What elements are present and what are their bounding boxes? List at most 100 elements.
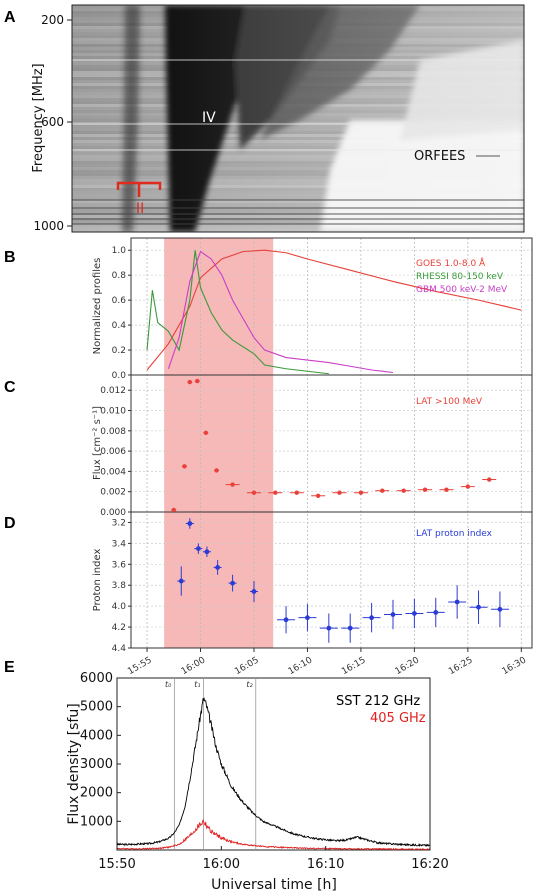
proton-index-point — [390, 612, 396, 617]
proton-index-point — [433, 610, 439, 615]
grid-lines — [131, 238, 532, 649]
y-tick-label: 4.2 — [112, 623, 126, 633]
flux-series-0 — [117, 697, 430, 847]
x-tick-label: 16:20 — [411, 857, 448, 872]
proton-index-point — [497, 606, 503, 612]
x-tick-label: 16:30 — [501, 655, 529, 677]
y-tick-label: 4000 — [80, 728, 113, 743]
series-line-1 — [146, 250, 329, 375]
y-tick-label: 0.006 — [100, 447, 126, 457]
panel-e-y-label: Flux density [sfu] — [66, 703, 82, 824]
proton-index-point — [230, 580, 235, 586]
legend-rhessi: RHESSI 80-150 keV — [416, 272, 504, 282]
panel-letter-d: D — [4, 515, 16, 532]
proton-index-point — [283, 617, 289, 623]
legend-sst212: SST 212 GHz — [336, 694, 420, 709]
proton-index-point — [369, 615, 374, 621]
x-tick-label: 16:00 — [180, 655, 208, 677]
axis-ticks: 0.0 0.2 0.4 0.6 0.8 1.0 0.000 0.002 0.004 0.006 0.… — [100, 246, 528, 677]
x-tick-label: 16:10 — [287, 655, 315, 677]
proton-index-point — [305, 615, 310, 621]
flux-series-1 — [117, 819, 430, 850]
panel-letter-e: E — [4, 659, 15, 676]
y-tick-label: 0.012 — [100, 386, 126, 396]
x-tick-label: 16:00 — [203, 857, 240, 872]
spectrogram-rfi-lines — [72, 59, 524, 225]
y-tick-label: 1000 — [33, 219, 64, 233]
proton-index-point — [178, 578, 184, 584]
proton-index-point — [215, 565, 221, 570]
time-marker-label: t₂ — [246, 680, 253, 689]
burst-ii-label: II — [136, 201, 144, 217]
y-tick-label: 0.002 — [100, 488, 126, 498]
panel-e-ticks: 1000 2000 3000 4000 5000 6000 15:50 16:00 16:10 1… — [80, 671, 449, 872]
legend-lat-flux: LAT >100 MeV — [416, 397, 483, 407]
y-tick-label: 0.2 — [112, 346, 126, 356]
spectrogram-y-ticks: 200 600 1000 — [33, 13, 72, 233]
lat-flux-point — [214, 468, 219, 473]
flux-density-panel: 1000 2000 3000 4000 5000 6000 15:50 16:00 16:10 1… — [66, 671, 449, 893]
lat-flux-point — [195, 378, 200, 384]
y-tick-label: 3000 — [80, 757, 113, 772]
proton-index-point — [411, 611, 417, 616]
lat-flux-point — [203, 430, 209, 436]
lat-flux-point — [465, 484, 471, 489]
y-tick-label: 0.010 — [100, 407, 126, 417]
y-tick-label: 1.0 — [112, 246, 127, 256]
lat-flux-point — [251, 490, 257, 495]
y-tick-label: 5000 — [80, 700, 113, 715]
proton-index-point — [187, 521, 193, 526]
panel-b-y-label: Normalized profiles — [92, 258, 103, 355]
time-marker-label: t₀ — [165, 680, 172, 689]
y-tick-label: 4.4 — [112, 644, 127, 654]
spectrogram-panel: Frequency [MHz] 200 600 1000 IV ORFEES II — [31, 4, 525, 233]
y-tick-label: 3.2 — [112, 518, 126, 528]
panel-letter-a: A — [4, 9, 16, 26]
y-tick-label: 0.004 — [100, 467, 126, 477]
y-tick-label: 3.8 — [112, 581, 127, 591]
lat-flux-point — [230, 482, 235, 487]
y-tick-label: 0.4 — [112, 321, 127, 331]
spectrogram-y-label: Frequency [MHz] — [31, 63, 46, 172]
x-tick-label: 16:05 — [233, 655, 260, 677]
series-line-2 — [167, 250, 394, 374]
y-tick-label: 6000 — [80, 671, 113, 686]
y-tick-label: 4.0 — [112, 602, 127, 612]
panel-letter-b: B — [4, 249, 16, 266]
y-tick-label: 1000 — [80, 814, 113, 829]
lat-flux-point — [422, 487, 428, 492]
lat-flux-point — [487, 477, 492, 482]
legend-405: 405 GHz — [370, 711, 426, 726]
instrument-label: ORFEES — [414, 149, 465, 164]
lat-flux-point — [187, 379, 193, 385]
burst-iv-label: IV — [202, 110, 216, 126]
panel-e-frame — [116, 677, 431, 851]
panel-c-series — [171, 378, 497, 512]
proton-index-point — [476, 604, 481, 610]
proton-index-point — [195, 546, 201, 552]
proton-index-point — [251, 589, 257, 594]
y-tick-label: 0.000 — [100, 508, 126, 518]
legend-goes: GOES 1.0-8.0 Å — [416, 257, 486, 269]
y-tick-label: 600 — [41, 115, 64, 129]
x-tick-label: 16:15 — [340, 655, 367, 677]
panel-d-y-label: Proton index — [92, 549, 103, 612]
lat-flux-point — [294, 490, 299, 495]
series-line-0 — [146, 249, 522, 371]
multi-panel-time-series: 0.0 0.2 0.4 0.6 0.8 1.0 0.000 0.002 0.004 0.006 0.… — [92, 237, 533, 677]
time-marker-label: t₁ — [194, 680, 200, 689]
legend-gbm: GBM 500 keV-2 MeV — [416, 285, 508, 295]
panel-d-series — [177, 518, 509, 643]
shaded-interval — [164, 238, 274, 648]
panel-e-series — [117, 678, 430, 850]
proton-index-point — [204, 549, 210, 555]
y-tick-label: 3.6 — [112, 560, 127, 570]
lat-flux-point — [182, 464, 187, 469]
x-tick-label: 15:55 — [126, 655, 153, 677]
y-tick-label: 0.6 — [112, 296, 127, 306]
panel-d-frame — [130, 511, 533, 649]
lat-flux-point — [273, 490, 278, 495]
panel-letter-c: C — [4, 379, 16, 396]
lat-flux-point — [171, 507, 176, 512]
